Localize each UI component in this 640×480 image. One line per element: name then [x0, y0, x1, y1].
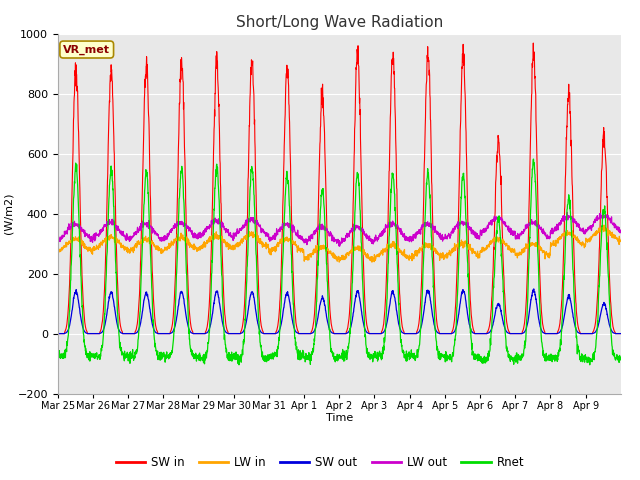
- LW out: [563, 210, 571, 216]
- LW out: [373, 237, 381, 242]
- SW out: [609, 329, 616, 335]
- Rnet: [541, 353, 548, 359]
- LW in: [232, 242, 239, 248]
- SW in: [373, 331, 381, 336]
- Line: LW out: LW out: [58, 213, 621, 246]
- LW in: [509, 247, 516, 253]
- SW in: [617, 331, 625, 336]
- SW out: [509, 331, 516, 336]
- LW out: [617, 230, 625, 236]
- LW in: [617, 239, 625, 244]
- Line: Rnet: Rnet: [58, 159, 621, 365]
- X-axis label: Time: Time: [326, 413, 353, 423]
- LW out: [232, 232, 239, 238]
- LW out: [509, 228, 516, 234]
- SW out: [110, 300, 118, 306]
- Text: VR_met: VR_met: [63, 44, 110, 55]
- SW in: [529, 40, 537, 46]
- LW out: [54, 237, 61, 242]
- LW in: [110, 235, 118, 240]
- Line: LW in: LW in: [58, 225, 621, 262]
- Legend: SW in, LW in, SW out, LW out, Rnet: SW in, LW in, SW out, LW out, Rnet: [111, 452, 529, 474]
- Y-axis label: (W/m2): (W/m2): [3, 193, 13, 234]
- LW in: [609, 231, 617, 237]
- LW in: [541, 249, 548, 254]
- LW in: [368, 259, 376, 265]
- LW in: [373, 254, 381, 260]
- Rnet: [617, 357, 625, 363]
- SW in: [609, 322, 616, 328]
- SW in: [541, 328, 548, 334]
- Rnet: [609, 350, 617, 356]
- Rnet: [530, 156, 538, 162]
- LW out: [110, 220, 118, 226]
- LW in: [600, 222, 608, 228]
- LW out: [609, 221, 617, 227]
- LW in: [54, 248, 61, 253]
- SW out: [373, 331, 381, 336]
- SW out: [232, 331, 239, 336]
- SW in: [54, 331, 61, 336]
- Title: Short/Long Wave Radiation: Short/Long Wave Radiation: [236, 15, 443, 30]
- SW out: [541, 330, 548, 336]
- SW in: [509, 331, 516, 336]
- SW out: [530, 286, 538, 292]
- Rnet: [54, 353, 61, 359]
- Rnet: [232, 356, 239, 362]
- SW out: [617, 331, 625, 336]
- Rnet: [110, 204, 118, 209]
- LW out: [541, 232, 548, 238]
- Rnet: [509, 357, 516, 363]
- Rnet: [586, 362, 593, 368]
- Line: SW out: SW out: [58, 289, 621, 334]
- SW out: [54, 331, 61, 336]
- SW in: [232, 331, 239, 336]
- LW out: [336, 243, 344, 249]
- Rnet: [373, 354, 381, 360]
- SW in: [110, 133, 118, 139]
- Line: SW in: SW in: [58, 43, 621, 334]
